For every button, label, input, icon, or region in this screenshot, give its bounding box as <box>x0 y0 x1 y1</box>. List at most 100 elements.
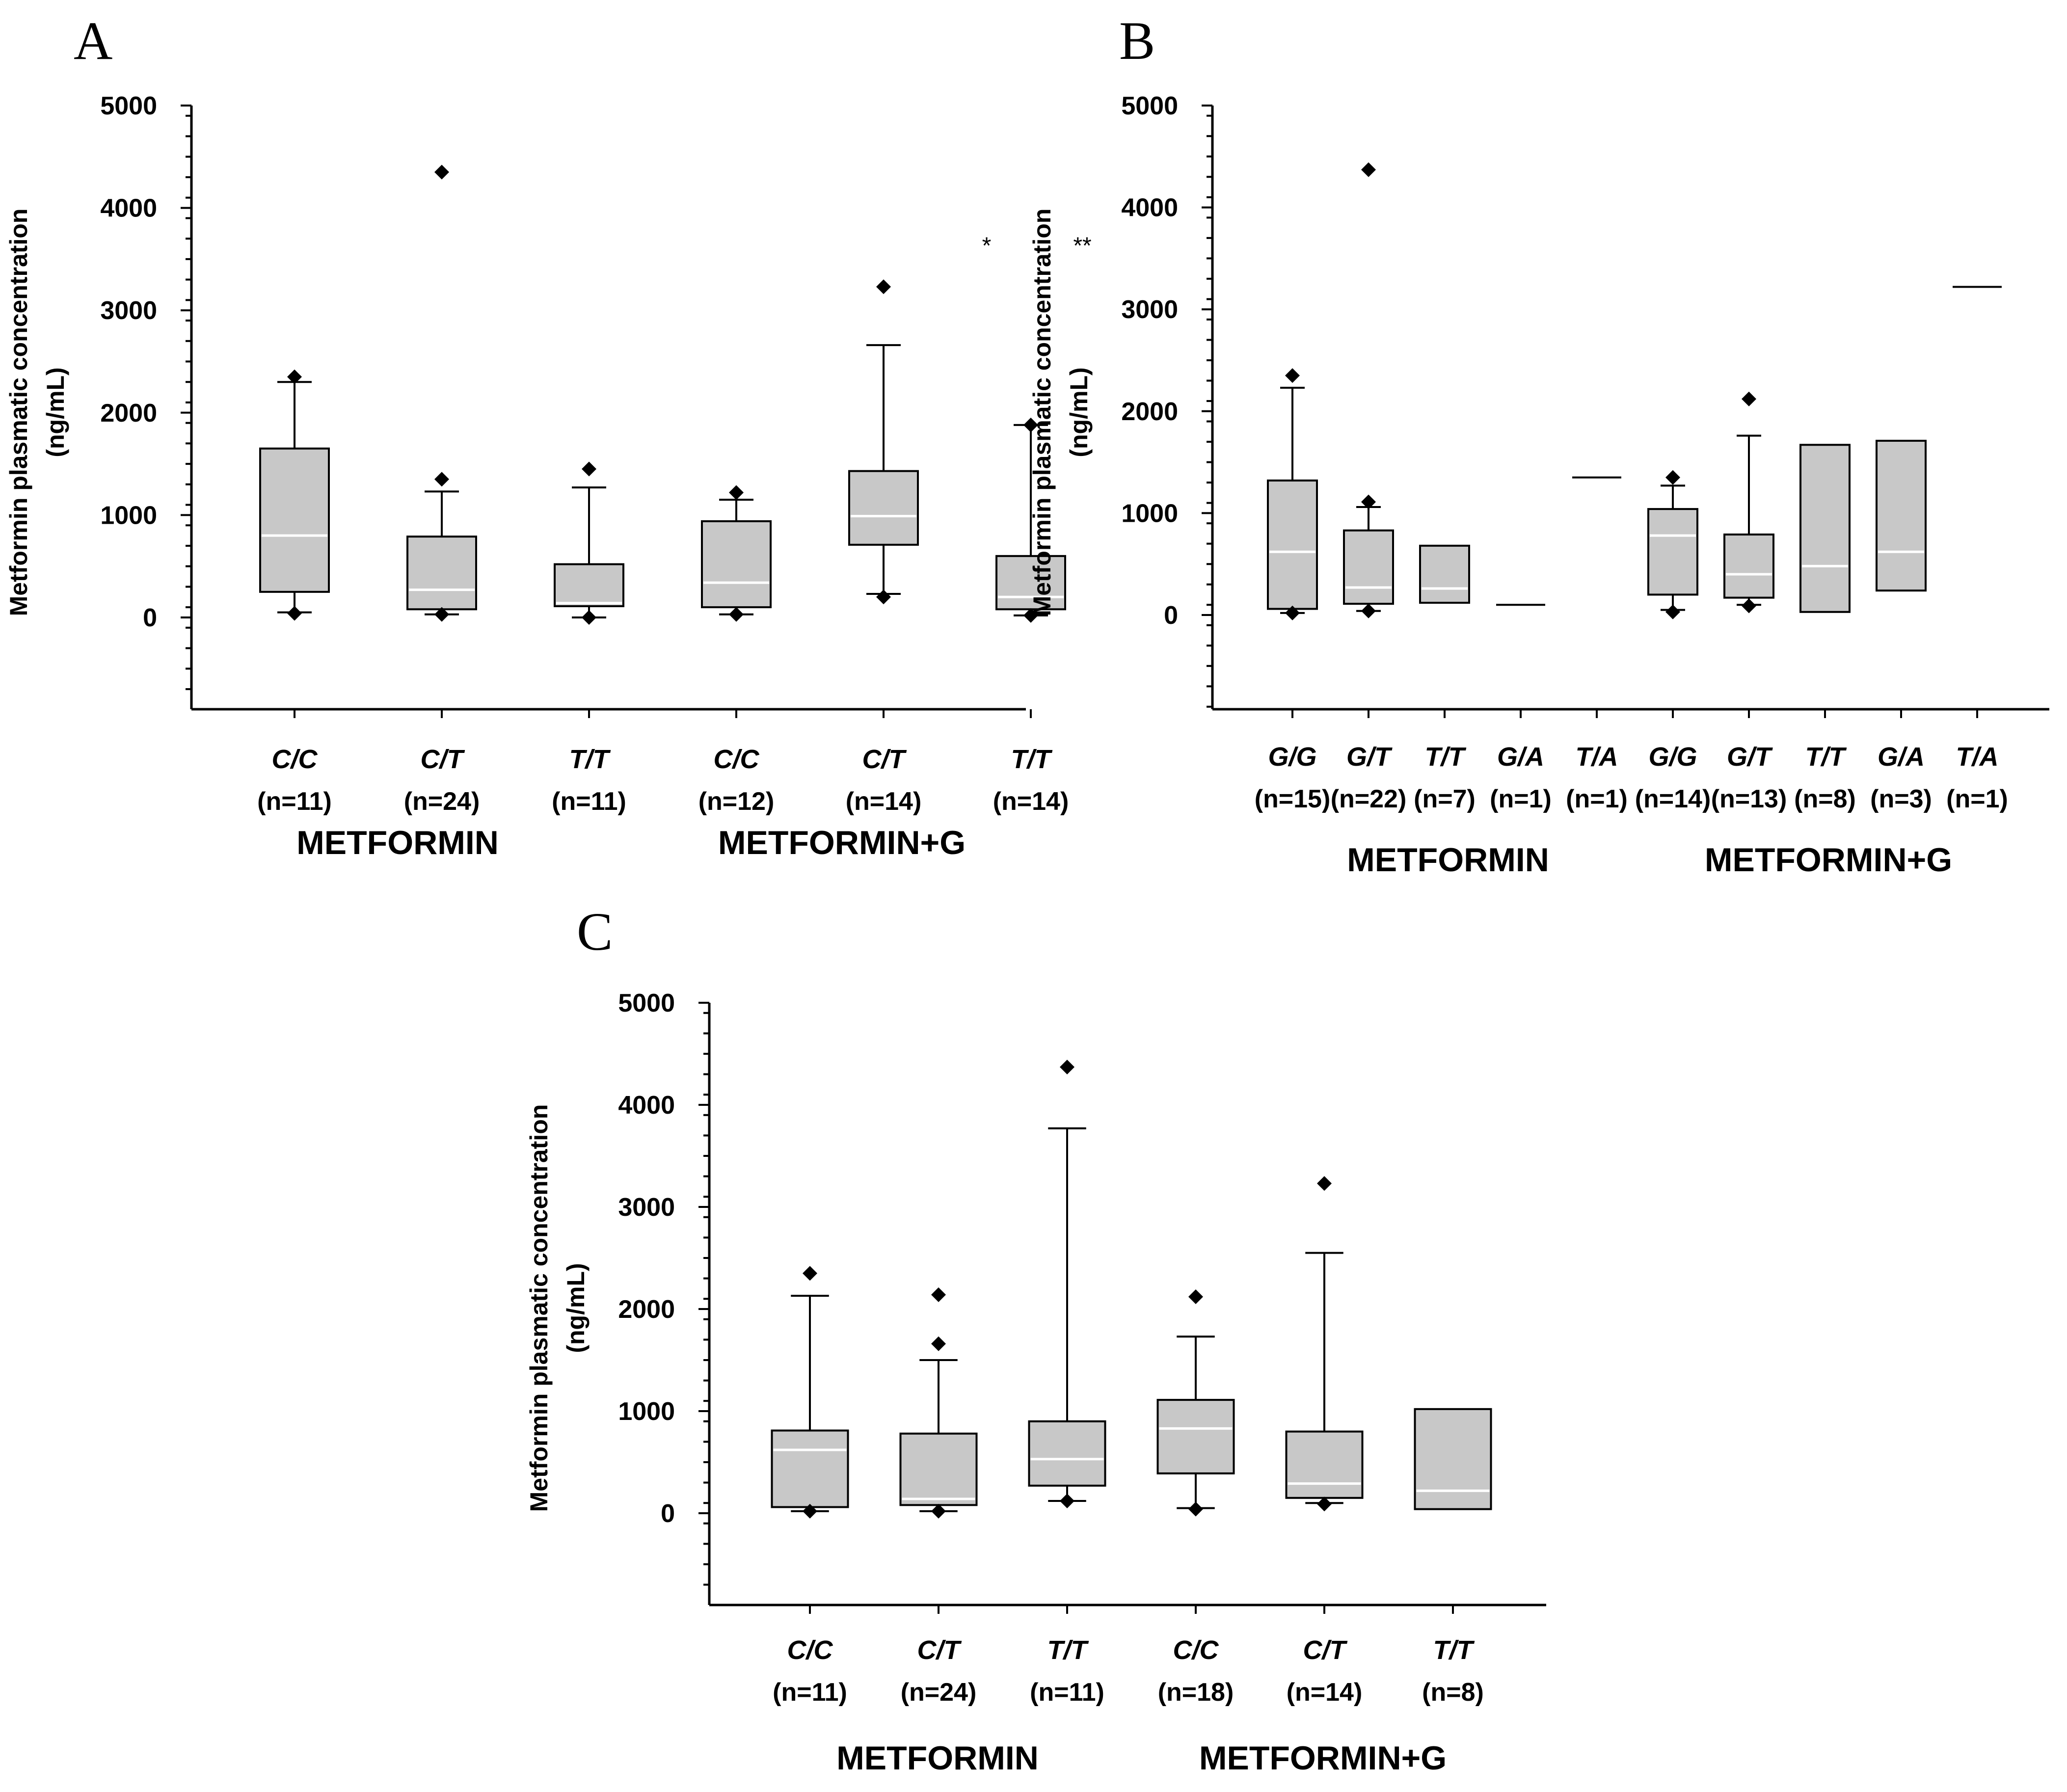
outlier-point <box>1317 1497 1332 1512</box>
outlier-point <box>803 1503 817 1519</box>
panel-letter: C <box>577 902 613 962</box>
y-tick-label: 5000 <box>618 989 675 1017</box>
sample-size-label: (n=1) <box>1490 785 1552 813</box>
y-tick-label: 5000 <box>100 92 157 120</box>
y-tick-label: 0 <box>143 604 157 632</box>
box-iqr <box>1799 444 1851 613</box>
y-axis-unit: (ng/mL) <box>562 1263 590 1353</box>
sample-size-label: (n=11) <box>1030 1678 1104 1707</box>
sample-size-label: (n=7) <box>1414 785 1476 813</box>
genotype-label: G/A <box>1497 742 1544 772</box>
genotype-label: C/T <box>421 745 465 774</box>
sample-size-label: (n=1) <box>1566 785 1628 813</box>
outlier-point <box>1361 494 1376 509</box>
sample-size-label: (n=14) <box>1635 785 1711 813</box>
box-iqr <box>406 535 477 611</box>
genotype-label: C/C <box>1173 1635 1219 1665</box>
outlier-point <box>931 1287 946 1302</box>
sample-size-label: (n=11) <box>552 787 626 816</box>
genotype-label: G/T <box>1727 742 1773 772</box>
panel-a: A Metformin plasmatic concentration (ng/mL… <box>5 11 1092 861</box>
outlier-point <box>434 164 449 180</box>
panel-b: B Metformin plasmatic concentration (ng/mL… <box>1028 11 2049 879</box>
significance-mark: ** <box>1073 233 1091 259</box>
genotype-label: T/A <box>1576 742 1618 772</box>
box-iqr <box>1419 544 1470 604</box>
genotype-label: G/A <box>1878 742 1925 772</box>
genotype-label: C/C <box>272 745 318 774</box>
y-tick-label: 3000 <box>618 1193 675 1222</box>
box-iqr <box>995 555 1066 611</box>
genotype-label: G/G <box>1268 742 1316 772</box>
genotype-label: C/C <box>787 1635 833 1665</box>
outlier-point <box>287 606 302 621</box>
box-iqr <box>1647 508 1698 596</box>
genotype-label: T/T <box>569 745 611 774</box>
outlier-point <box>931 1336 946 1351</box>
sample-size-label: (n=18) <box>1158 1678 1234 1707</box>
sample-size-label: (n=3) <box>1870 785 1932 813</box>
outlier-point <box>582 461 596 477</box>
outlier-point <box>1317 1176 1332 1191</box>
panel-letter: B <box>1119 11 1155 71</box>
box-iqr <box>1414 1408 1492 1510</box>
y-tick-label: 2000 <box>100 399 157 428</box>
outlier-point <box>1361 603 1376 618</box>
group-label: METFORMIN <box>836 1739 1039 1777</box>
box-iqr <box>1343 529 1394 605</box>
box-iqr <box>899 1432 978 1506</box>
outlier-point <box>1285 368 1300 383</box>
y-tick-label: 3000 <box>1121 295 1178 324</box>
y-axis-label: Metformin plasmatic concentration <box>525 1104 553 1512</box>
sample-size-label: (n=11) <box>257 787 332 816</box>
genotype-label: C/T <box>917 1635 962 1665</box>
outlier-point <box>1361 162 1376 177</box>
box-iqr <box>1285 1430 1364 1499</box>
sample-size-label: (n=15) <box>1255 785 1331 813</box>
genotype-label: T/A <box>1956 742 1999 772</box>
y-tick-label: 1000 <box>1121 499 1178 528</box>
panel-c: C Metformin plasmatic concentration (ng/mL… <box>525 902 1546 1777</box>
sample-size-label: (n=14) <box>846 787 922 816</box>
box-iqr <box>1028 1420 1106 1487</box>
sample-size-label: (n=24) <box>404 787 480 816</box>
y-tick-label: 3000 <box>100 296 157 325</box>
y-tick-label: 0 <box>1164 601 1178 630</box>
genotype-label: T/T <box>1805 742 1847 772</box>
y-axis-title: Metformin plasmatic concentration (ng/mL) <box>1028 209 1093 616</box>
box-iqr <box>554 563 624 608</box>
genotype-label: C/C <box>714 745 760 774</box>
outlier-point <box>803 1266 817 1281</box>
outlier-point <box>1665 470 1680 485</box>
sample-size-label: (n=24) <box>901 1678 977 1707</box>
y-tick-label: 4000 <box>618 1091 675 1120</box>
sample-size-label: (n=12) <box>698 787 775 816</box>
outlier-point <box>1665 604 1680 619</box>
outlier-point <box>1188 1501 1203 1517</box>
outlier-point <box>1188 1289 1203 1305</box>
group-label: METFORMIN+G <box>1705 841 1952 879</box>
y-tick-label: 5000 <box>1121 92 1178 120</box>
genotype-label: T/T <box>1047 1635 1089 1665</box>
y-tick-label: 1000 <box>100 501 157 530</box>
box-iqr <box>1156 1399 1235 1474</box>
outlier-point <box>287 369 302 384</box>
panel-letter: A <box>74 11 112 71</box>
outlier-point <box>1023 417 1038 432</box>
outlier-point <box>1742 598 1756 614</box>
genotype-label: C/T <box>862 745 907 774</box>
genotype-label: T/T <box>1011 745 1053 774</box>
box-iqr <box>1267 479 1318 610</box>
box-iqr <box>1876 440 1927 592</box>
y-axis-label: Metformin plasmatic concentration <box>1028 209 1056 616</box>
sample-size-label: (n=8) <box>1794 785 1856 813</box>
box-iqr <box>701 520 772 609</box>
outlier-point <box>1285 605 1300 620</box>
group-label: METFORMIN <box>1347 841 1549 879</box>
y-axis-unit: (ng/mL) <box>1065 367 1093 457</box>
sample-size-label: (n=14) <box>1287 1678 1363 1707</box>
outlier-point <box>931 1503 946 1519</box>
box-iqr <box>771 1429 849 1508</box>
outlier-point <box>876 279 891 294</box>
